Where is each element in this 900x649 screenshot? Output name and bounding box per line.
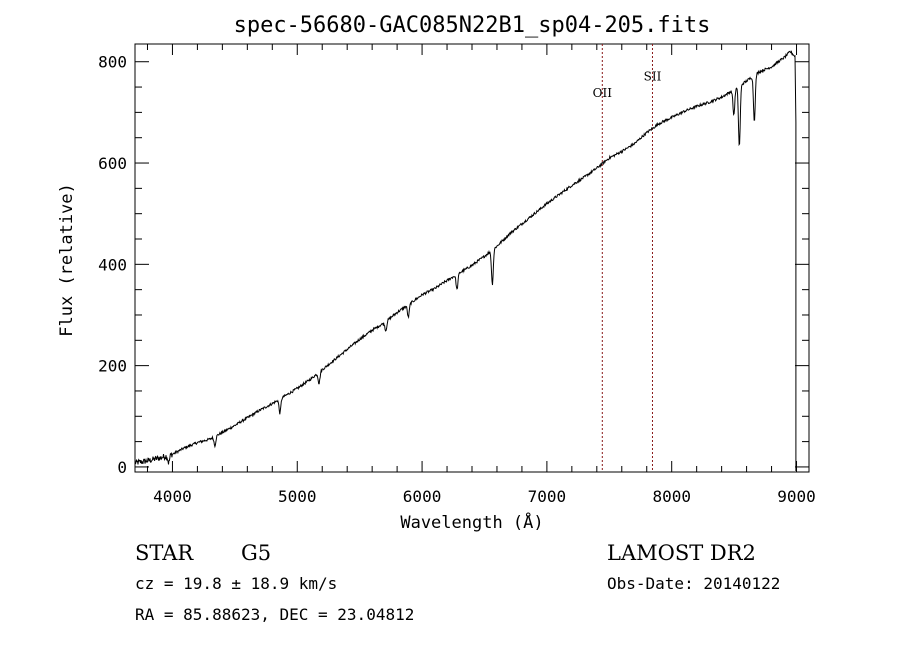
reference-line-label: SII [644, 69, 662, 83]
y-tick-label: 200 [98, 357, 127, 376]
y-tick-label: 600 [98, 154, 127, 173]
x-tick-label: 8000 [652, 487, 691, 506]
plot-frame [134, 43, 810, 473]
axis-tick-labels: 4000 5000 6000 7000 8000 9000 0 200 400 600 800 [98, 53, 816, 506]
x-tick-label: 5000 [278, 487, 317, 506]
x-tick-label: 7000 [528, 487, 567, 506]
y-tick-label: 400 [98, 255, 127, 274]
reference-line-label: OII [593, 86, 613, 100]
x-axis-label: Wavelength (Å) [400, 511, 543, 533]
x-tick-label: 9000 [777, 487, 816, 506]
y-axis-label: Flux (relative) [57, 183, 77, 337]
coords-text: RA = 85.88623, DEC = 23.04812 [135, 605, 414, 624]
redshift-text: cz = 19.8 ± 18.9 km/s [135, 574, 337, 593]
chart-title: spec-56680-GAC085N22B1_sp04-205.fits [234, 13, 711, 38]
spectrum-line [134, 50, 797, 471]
x-tick-label: 4000 [153, 487, 192, 506]
y-tick-label: 0 [117, 458, 127, 477]
x-tick-label: 6000 [403, 487, 442, 506]
reference-lines: OII SII [593, 44, 662, 472]
y-tick-label: 800 [98, 53, 127, 72]
survey-name: LAMOST DR2 [607, 541, 756, 565]
object-subclass: G5 [241, 541, 271, 565]
obs-date-text: Obs-Date: 20140122 [607, 574, 780, 593]
axis-ticks [135, 44, 809, 472]
object-class: STAR [135, 541, 194, 565]
